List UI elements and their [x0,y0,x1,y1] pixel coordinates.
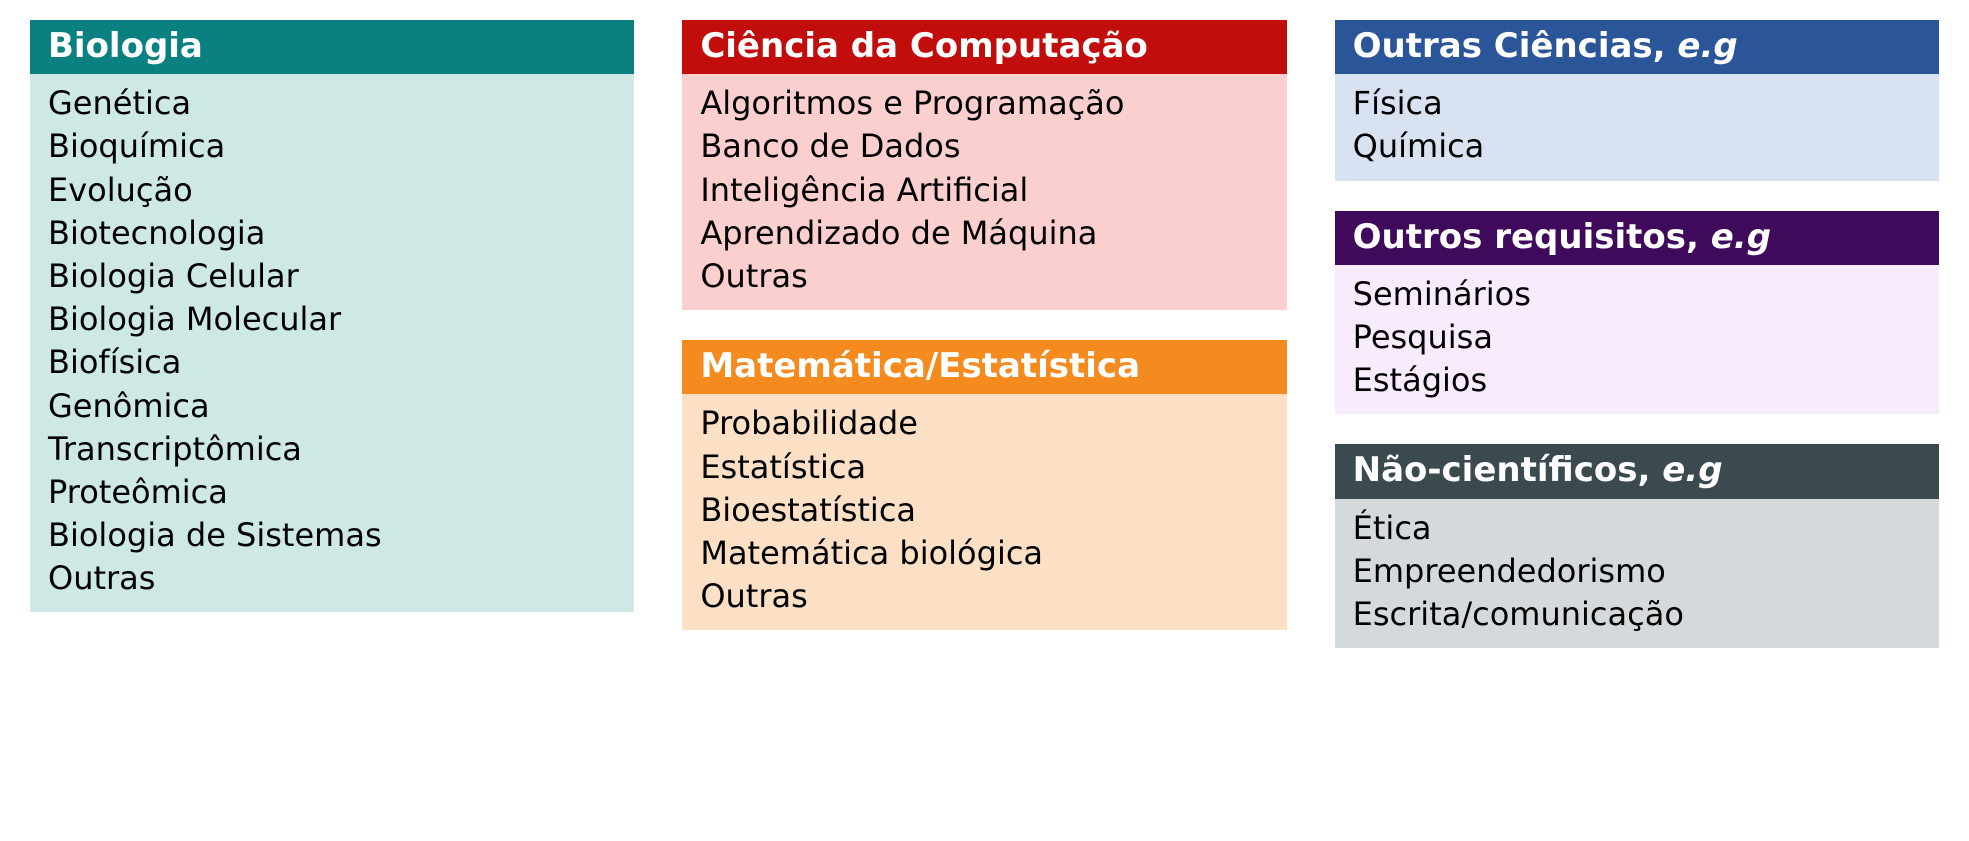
list-item: Genética [48,82,616,125]
card-biologia: Biologia GenéticaBioquímicaEvoluçãoBiotec… [30,20,634,612]
list-item: Bioestatística [700,489,1268,532]
column-0: Biologia GenéticaBioquímicaEvoluçãoBiotec… [30,20,634,612]
list-item: Empreendedorismo [1353,550,1921,593]
card-matematica: Matemática/Estatística ProbabilidadeEstat… [682,340,1286,630]
list-item: Ética [1353,507,1921,550]
list-item: Biotecnologia [48,212,616,255]
card-title: Ciência da Computação [700,26,1148,66]
list-item: Pesquisa [1353,316,1921,359]
card-header-computacao: Ciência da Computação [682,20,1286,74]
list-item: Biologia Molecular [48,298,616,341]
card-body-biologia: GenéticaBioquímicaEvoluçãoBiotecnologiaB… [30,74,634,612]
list-item: Física [1353,82,1921,125]
list-item: Banco de Dados [700,125,1268,168]
list-item: Genômica [48,385,616,428]
card-computacao: Ciência da Computação Algoritmos e Progra… [682,20,1286,310]
card-title-eg: e.g [1711,217,1771,257]
card-body-outros-requisitos: SemináriosPesquisaEstágios [1335,265,1939,415]
list-item: Algoritmos e Programação [700,82,1268,125]
list-item: Outras [700,255,1268,298]
card-title-eg: e.g [1677,26,1737,66]
category-grid: Biologia GenéticaBioquímicaEvoluçãoBiotec… [30,20,1939,648]
list-item: Outras [48,557,616,600]
list-item: Inteligência Artificial [700,169,1268,212]
card-title: Outras Ciências, [1353,26,1678,66]
card-outros-requisitos: Outros requisitos, e.gSemináriosPesquisa… [1335,211,1939,415]
card-body-outras-ciencias: FísicaQuímica [1335,74,1939,180]
list-item: Bioquímica [48,125,616,168]
list-item: Evolução [48,169,616,212]
card-title: Outros requisitos, [1353,217,1711,257]
card-title: Biologia [48,26,203,66]
list-item: Seminários [1353,273,1921,316]
card-title: Matemática/Estatística [700,346,1140,386]
list-item: Escrita/comunicação [1353,593,1921,636]
list-item: Probabilidade [700,402,1268,445]
list-item: Aprendizado de Máquina [700,212,1268,255]
list-item: Estágios [1353,359,1921,402]
card-outras-ciencias: Outras Ciências, e.gFísicaQuímica [1335,20,1939,181]
card-title-eg: e.g [1662,450,1722,490]
card-header-matematica: Matemática/Estatística [682,340,1286,394]
card-header-nao-cientificos: Não-científicos, e.g [1335,444,1939,498]
list-item: Matemática biológica [700,532,1268,575]
column-1: Ciência da Computação Algoritmos e Progra… [682,20,1286,630]
list-item: Biologia de Sistemas [48,514,616,557]
card-header-biologia: Biologia [30,20,634,74]
card-header-outros-requisitos: Outros requisitos, e.g [1335,211,1939,265]
card-body-nao-cientificos: ÉticaEmpreendedorismoEscrita/comunicação [1335,499,1939,649]
list-item: Estatística [700,446,1268,489]
list-item: Biofísica [48,341,616,384]
list-item: Outras [700,575,1268,618]
card-nao-cientificos: Não-científicos, e.gÉticaEmpreendedorism… [1335,444,1939,648]
card-title: Não-científicos, [1353,450,1663,490]
list-item: Transcriptômica [48,428,616,471]
list-item: Proteômica [48,471,616,514]
list-item: Biologia Celular [48,255,616,298]
list-item: Química [1353,125,1921,168]
card-body-computacao: Algoritmos e ProgramaçãoBanco de DadosIn… [682,74,1286,310]
card-header-outras-ciencias: Outras Ciências, e.g [1335,20,1939,74]
column-2: Outras Ciências, e.gFísicaQuímicaOutros … [1335,20,1939,648]
card-body-matematica: ProbabilidadeEstatísticaBioestatísticaMa… [682,394,1286,630]
